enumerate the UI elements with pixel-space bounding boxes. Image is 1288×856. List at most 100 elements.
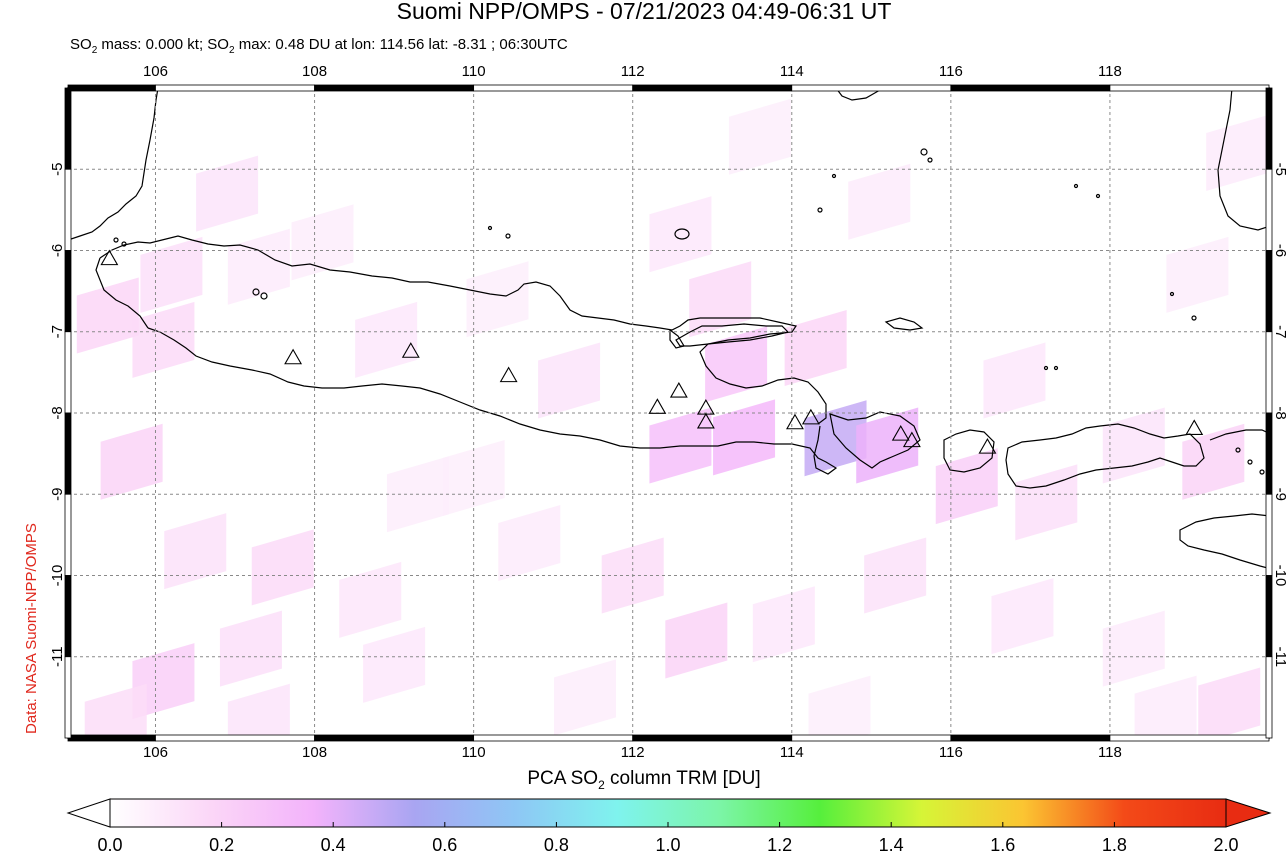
so2-cell <box>665 602 728 679</box>
coastline-java-west <box>95 257 149 329</box>
lon-tick-label-bottom: 112 <box>621 744 645 760</box>
frame-bar-right <box>1265 250 1273 333</box>
coastline-java-north <box>99 235 827 425</box>
so2-cell <box>553 659 616 736</box>
frame-bar-bottom <box>632 734 793 742</box>
so2-cell <box>339 561 402 638</box>
so2-cell <box>1102 610 1165 687</box>
lat-tick-label-left: -6 <box>49 244 66 257</box>
colorbar-title: PCA SO2 column TRM [DU] <box>527 768 761 792</box>
triangle-icon <box>648 398 667 414</box>
graticule <box>68 88 1269 738</box>
so2-cells <box>76 98 1269 738</box>
lon-tick-label-bottom: 108 <box>302 744 327 760</box>
triangle-icon <box>801 408 820 425</box>
so2-cell <box>498 505 561 581</box>
frame-bar-top <box>314 84 475 92</box>
triangle-icon <box>786 413 804 430</box>
so2-map: 106 106 108 108 110 110 112 112 114 114 116 116 118 1… <box>49 63 1288 760</box>
so2-cell <box>649 196 712 273</box>
colorbar-min-arrow <box>66 798 111 828</box>
colorbar-tick-label: 1.6 <box>990 835 1016 855</box>
triangle-icon <box>401 342 420 358</box>
colorbar-tick-label: 0.6 <box>432 835 458 855</box>
lat-tick-label-left: -5 <box>49 163 66 176</box>
colorbar-gradient <box>109 798 1227 828</box>
so2-cell <box>1182 423 1245 500</box>
so2-cell <box>355 301 418 378</box>
so2-cell <box>713 399 776 476</box>
so2-cell <box>164 513 227 590</box>
so2-summary: SO2 mass: 0.000 kt; SO2 max: 0.48 DU at … <box>70 36 568 56</box>
so2-cell <box>1015 464 1078 541</box>
colorbar-tick-label: 1.4 <box>878 835 904 855</box>
lon-tick-label-top: 114 <box>780 63 804 80</box>
coastline-sumatra <box>68 88 159 241</box>
so2-cell <box>538 342 601 419</box>
frame-bar-top <box>1109 84 1270 92</box>
so2-cell <box>100 423 163 500</box>
so2-cell <box>76 277 139 354</box>
coastline-sumba <box>1179 513 1269 570</box>
lon-tick-label-bottom: 114 <box>780 744 804 760</box>
frame-bar-top <box>155 84 315 92</box>
so2-cell <box>848 163 911 240</box>
frame-bar-right <box>1265 331 1273 414</box>
colorbar-tick-label: 0.4 <box>320 835 346 855</box>
frame-bar-bottom <box>155 734 315 742</box>
so2-cell <box>219 610 282 687</box>
so2-cell <box>132 643 195 720</box>
frame-bar-left <box>64 493 72 576</box>
lat-tick-label-right: -10 <box>1272 565 1288 587</box>
coastline-sulawesi <box>1217 88 1269 231</box>
frame-bar-bottom <box>950 734 1111 742</box>
coastline-kangean <box>884 317 924 331</box>
so2-cell <box>227 228 290 305</box>
lat-tick-label-left: -11 <box>49 646 66 667</box>
lon-tick-label-top: 112 <box>621 63 645 80</box>
so2-cell <box>84 683 147 738</box>
lat-tick-label-right: -7 <box>1272 325 1288 338</box>
frame-bar-left <box>64 250 72 333</box>
colorbar-tick-label: 1.0 <box>655 835 681 855</box>
frame-bar-bottom <box>314 734 475 742</box>
lon-tick-label-top: 116 <box>939 63 963 80</box>
coastline-lombok <box>943 429 995 473</box>
lon-tick-label-top: 108 <box>302 63 327 80</box>
frame-bar-top <box>791 84 952 92</box>
frame-bar-left <box>64 87 72 170</box>
so2-cell <box>227 683 290 738</box>
so2-cell <box>466 261 529 338</box>
triangle-icon <box>696 412 715 429</box>
frame-bar-right <box>1265 575 1273 658</box>
so2-cell <box>856 407 919 484</box>
lon-tick-label-bottom: 106 <box>143 744 168 760</box>
triangle-icon <box>891 425 910 441</box>
lat-tick-label-left: -7 <box>49 325 66 338</box>
lat-tick-label-right: -8 <box>1272 406 1288 419</box>
lon-tick-label-bottom: 118 <box>1098 744 1122 760</box>
colorbar-tick-label: 0.0 <box>97 835 123 855</box>
so2-cell <box>991 578 1054 655</box>
map-frame <box>64 84 1273 742</box>
colorbar-tick-label: 0.2 <box>209 835 235 855</box>
lon-tick-label-bottom: 110 <box>462 744 486 760</box>
triangle-icon <box>284 348 303 365</box>
frame-bar-top <box>67 84 156 92</box>
lat-tick-label-left: -9 <box>49 488 66 501</box>
frame-bar-right <box>1265 493 1273 576</box>
frame-bar-right <box>1265 87 1273 170</box>
lon-tick-label-bottom: 116 <box>939 744 963 760</box>
colorbar-max-arrow <box>1225 798 1272 828</box>
lat-tick-label-right: -5 <box>1272 163 1288 176</box>
colorbar-tick-label: 0.8 <box>543 835 569 855</box>
so2-cell <box>1198 667 1261 738</box>
frame-bar-left <box>64 331 72 414</box>
so2-cell <box>1134 675 1197 738</box>
triangle-icon <box>669 381 688 398</box>
so2-cell <box>251 529 314 606</box>
triangle-icon <box>902 431 921 448</box>
frame-bar-bottom <box>473 734 634 742</box>
so2-cell <box>808 675 871 738</box>
coastline-bali <box>829 411 921 469</box>
